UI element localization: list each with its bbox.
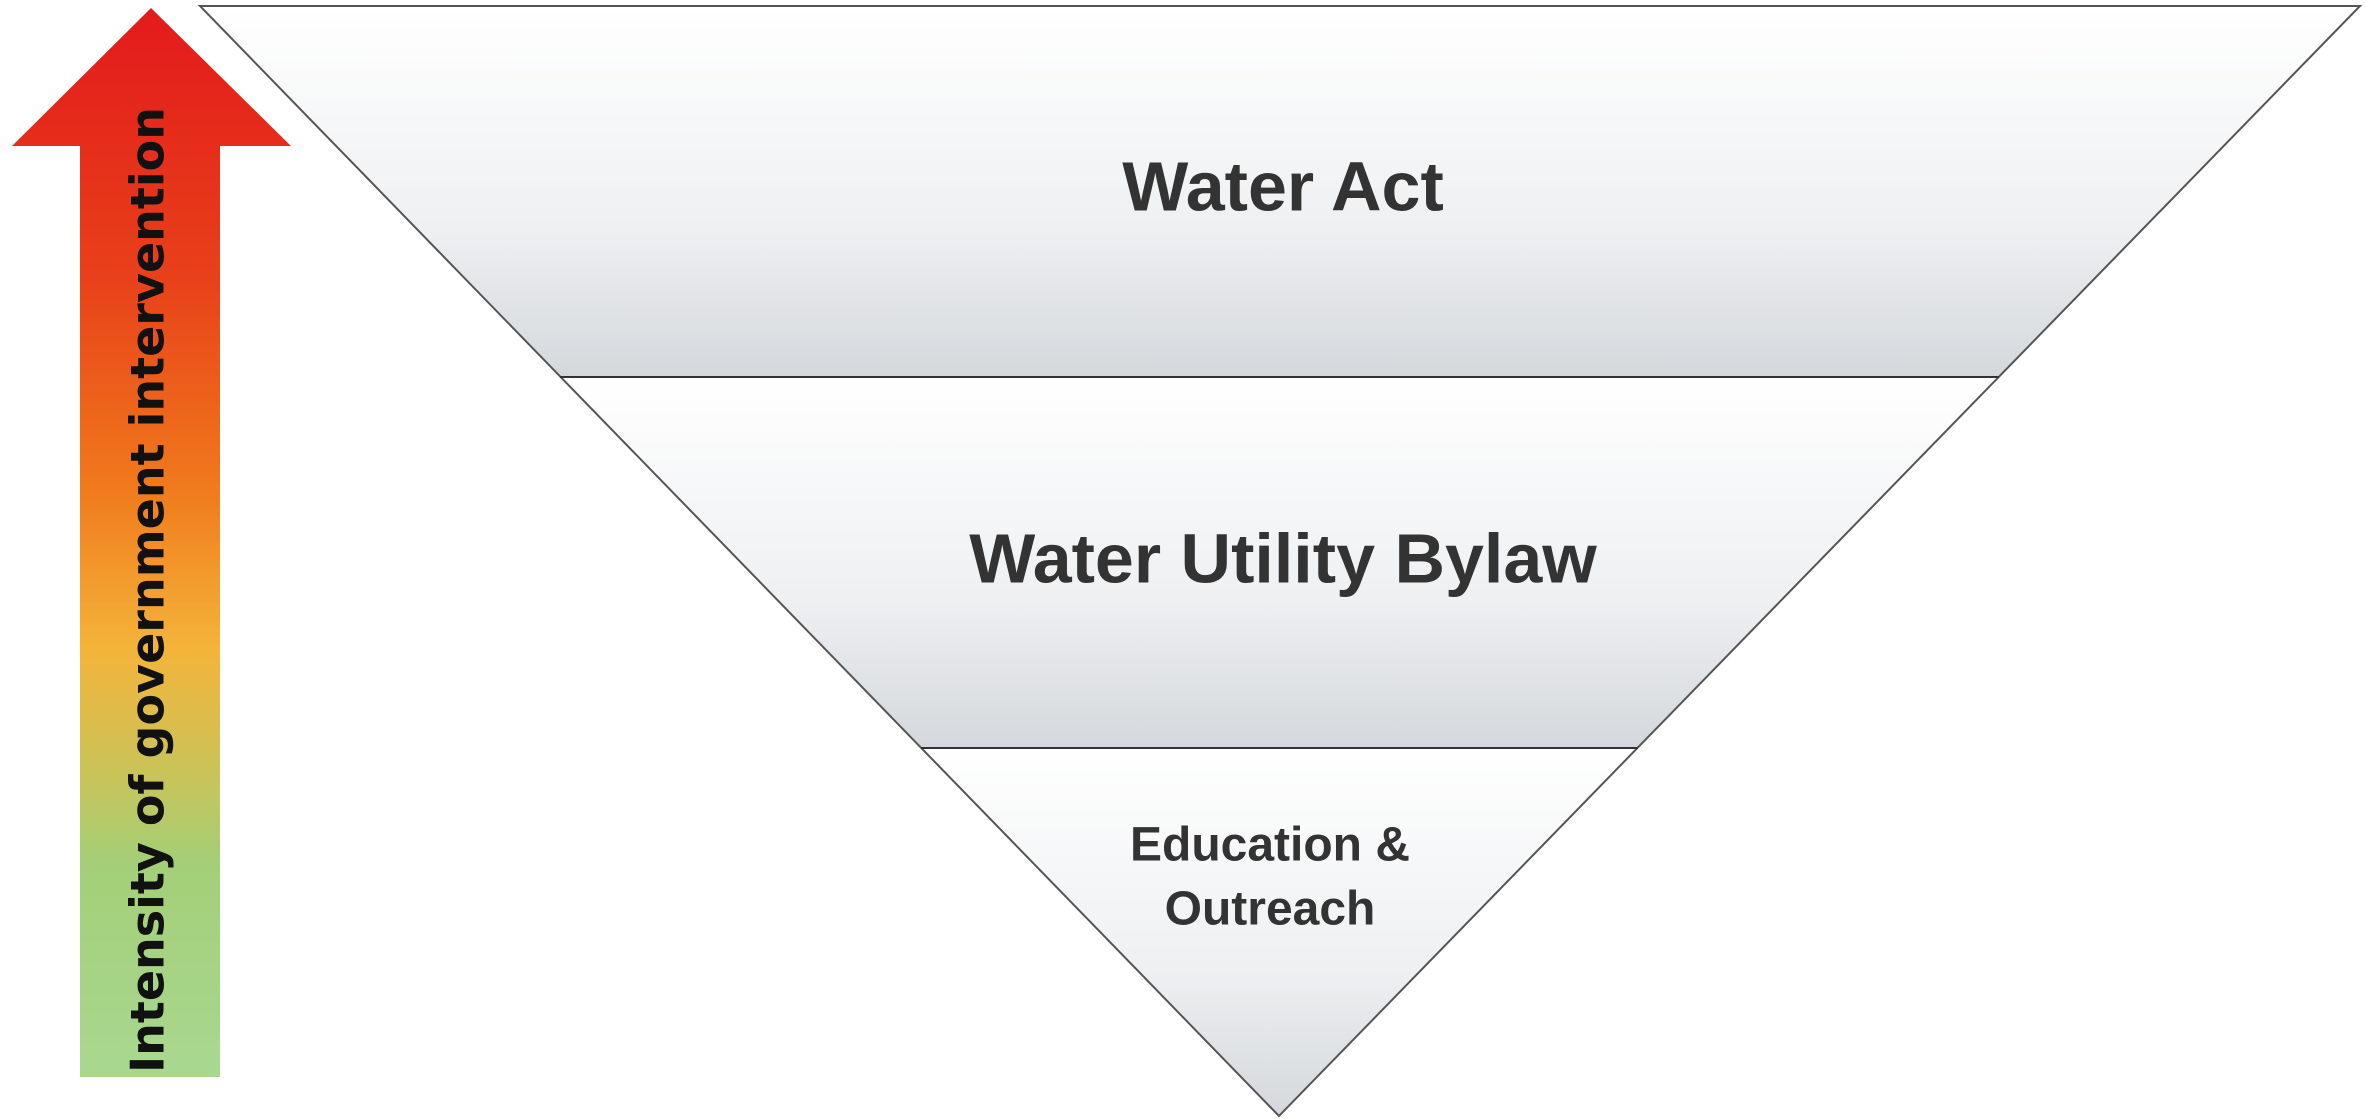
triangle-outline <box>197 5 2363 1118</box>
tier-band <box>921 748 1638 1116</box>
intervention-arrow <box>12 8 291 1077</box>
tier-label: Education & <box>1130 819 1410 872</box>
tier-label: Water Act <box>1122 147 1444 225</box>
tier-label: Water Utility Bylaw <box>969 519 1597 597</box>
tier-label: Outreach <box>1165 883 1376 936</box>
tier-band <box>200 6 2360 377</box>
tier-band <box>560 377 1999 748</box>
axis-label: Intensity of government intervention <box>121 107 175 1073</box>
